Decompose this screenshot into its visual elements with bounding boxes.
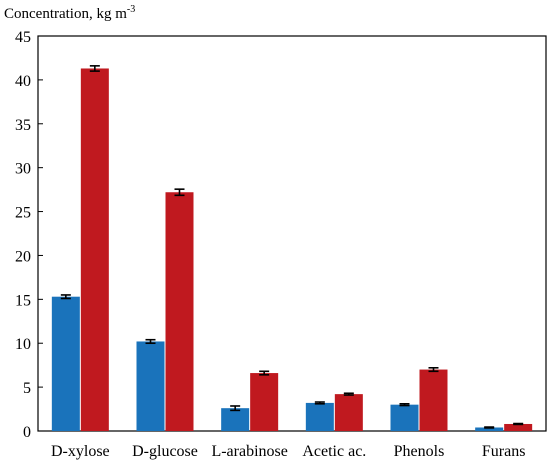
x-category-label: Furans <box>482 443 526 460</box>
plot-frame <box>37 35 547 432</box>
y-tick-label: 15 <box>15 292 31 309</box>
plot-area: 0 5 10 15 20 25 30 35 40 45 D-xylose D-glucose L-ara… <box>15 29 547 460</box>
bar-series-1 <box>475 427 504 431</box>
x-category-label: D-glucose <box>132 443 198 460</box>
bar-series-1 <box>136 341 165 431</box>
y-axis-label: Concentration, kg m-3 <box>4 4 135 22</box>
bar-series-2 <box>165 192 194 431</box>
x-category-label: L-arabinose <box>211 443 287 460</box>
y-axis-label-main: Concentration, kg m <box>4 6 127 22</box>
x-category-label: Acetic ac. <box>302 443 366 460</box>
x-category-label: Phenols <box>394 443 445 460</box>
y-axis-label-superscript: -3 <box>127 4 135 15</box>
bar-series-2 <box>504 423 533 431</box>
y-tick-label: 45 <box>15 29 31 46</box>
y-tick-label: 0 <box>23 424 31 441</box>
y-tick-label: 30 <box>15 161 31 178</box>
bar-series-2 <box>250 373 279 431</box>
bar-series-2 <box>419 369 448 431</box>
bar-series-1 <box>390 404 419 431</box>
bar-series-1 <box>305 402 334 431</box>
y-tick-label: 20 <box>15 248 31 265</box>
y-tick-label: 10 <box>15 336 31 353</box>
bar-series-2 <box>334 394 363 431</box>
bar-series-1 <box>51 296 80 431</box>
y-tick-label: 40 <box>15 73 31 90</box>
y-tick-label: 25 <box>15 205 31 222</box>
x-category-label: D-xylose <box>51 443 110 460</box>
y-tick-label: 35 <box>15 117 31 134</box>
bar-series-1 <box>221 408 250 431</box>
bar-series-2 <box>80 68 109 431</box>
y-tick-label: 5 <box>23 380 31 397</box>
